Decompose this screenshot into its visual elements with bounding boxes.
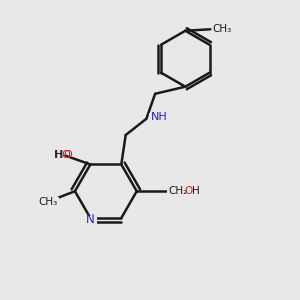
Text: CH₃: CH₃	[39, 197, 58, 207]
FancyBboxPatch shape	[149, 112, 166, 122]
Text: CH₃: CH₃	[213, 24, 232, 34]
Text: N: N	[86, 213, 95, 226]
Text: NH: NH	[151, 112, 167, 122]
FancyBboxPatch shape	[44, 150, 62, 160]
Text: CH₂: CH₂	[169, 186, 188, 196]
Text: O: O	[62, 150, 70, 160]
FancyBboxPatch shape	[212, 24, 234, 33]
Text: O: O	[63, 150, 72, 160]
FancyBboxPatch shape	[85, 216, 97, 225]
Text: O: O	[185, 186, 193, 196]
FancyBboxPatch shape	[38, 197, 59, 207]
Text: H: H	[55, 150, 63, 160]
FancyBboxPatch shape	[167, 186, 202, 195]
Text: H: H	[53, 150, 62, 160]
Text: H: H	[191, 186, 199, 196]
